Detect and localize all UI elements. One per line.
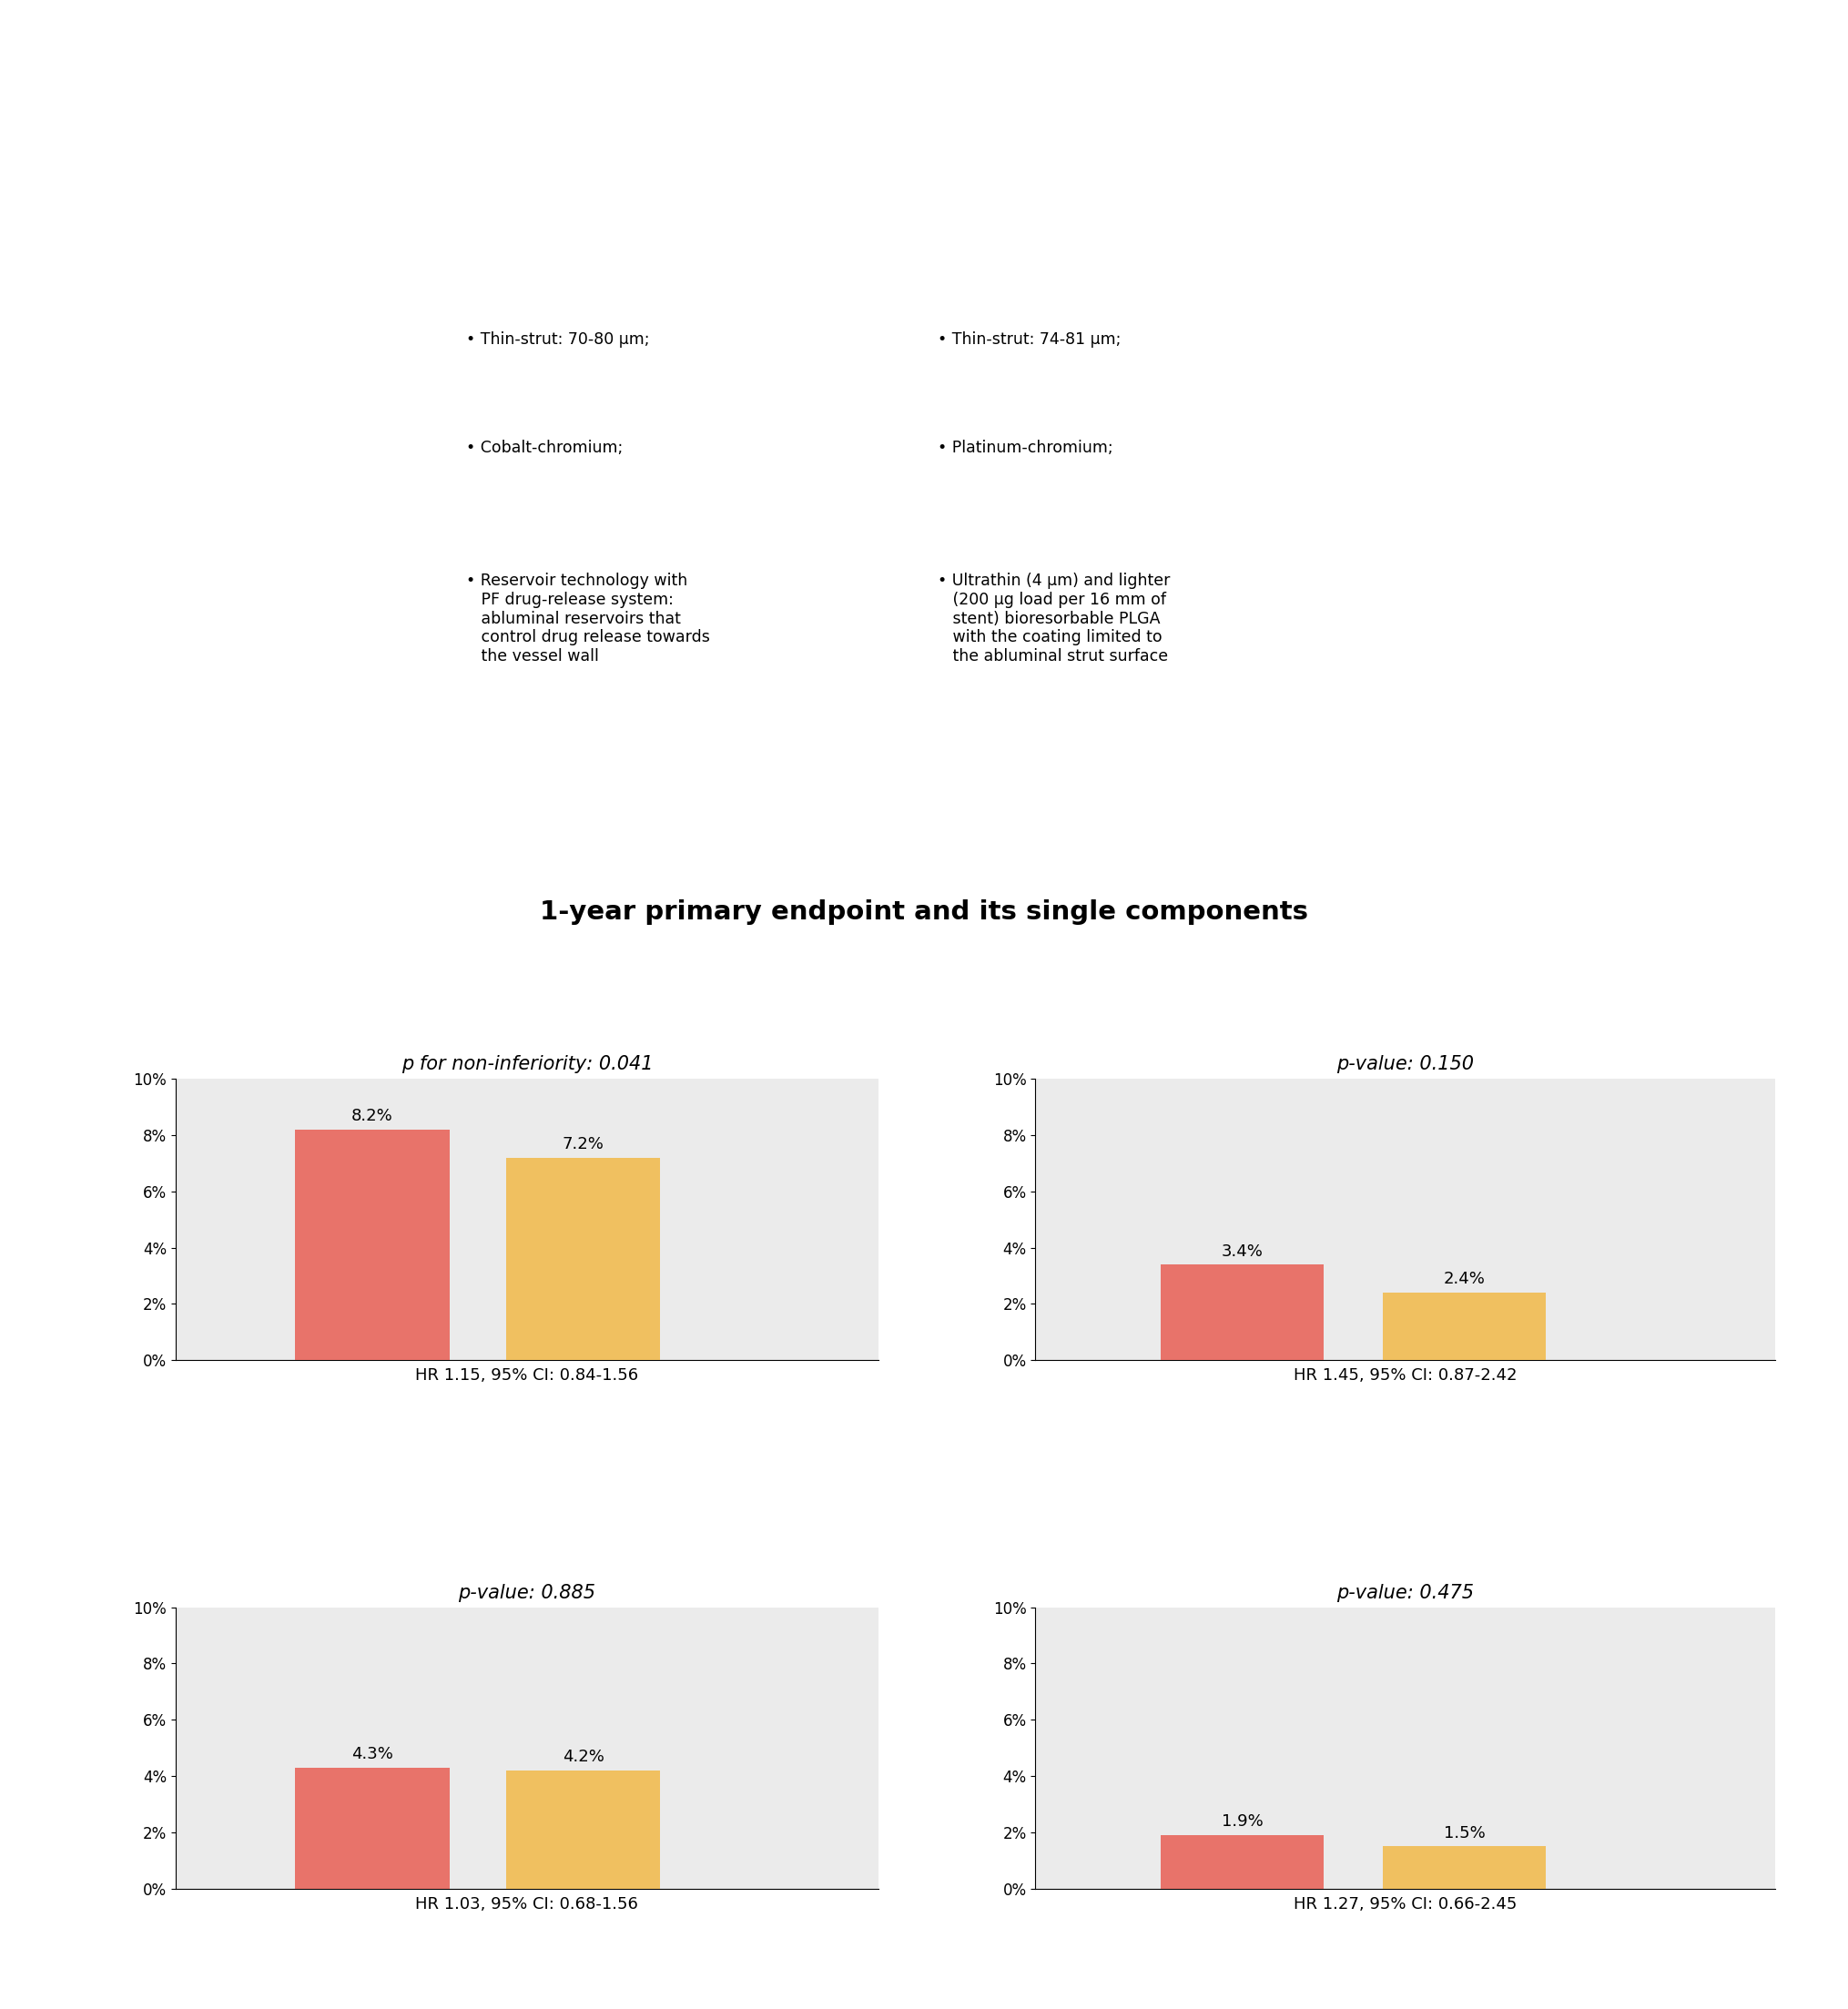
Text: Polymer-free AES: Polymer-free AES	[316, 58, 654, 92]
Title: p-value: 0.885: p-value: 0.885	[458, 1583, 595, 1601]
Text: Cardiovascular death: Cardiovascular death	[1203, 982, 1523, 1009]
Text: 7.2%: 7.2%	[562, 1137, 604, 1153]
Bar	[1382, 1292, 1545, 1360]
Text: • Thin-strut: 74-81 μm;: • Thin-strut: 74-81 μm;	[937, 331, 1120, 348]
Text: 1,513 lesions: 1,513 lesions	[381, 215, 590, 243]
Bar	[1382, 1846, 1545, 1888]
Text: Target vessel myocardial infarction: Target vessel myocardial infarction	[222, 1511, 748, 1537]
Text: 1,056 patients: 1,056 patients	[1266, 137, 1493, 163]
Bar	[1161, 1834, 1323, 1888]
Bar	[506, 1157, 660, 1360]
Title: p-value: 0.150: p-value: 0.150	[1336, 1055, 1473, 1073]
Text: Primary endpoint: DOCE: Primary endpoint: DOCE	[303, 982, 667, 1009]
Bar	[296, 1768, 449, 1888]
X-axis label: HR 1.45, 95% CI: 0.87-2.42: HR 1.45, 95% CI: 0.87-2.42	[1294, 1368, 1515, 1384]
Text: C: C	[107, 980, 129, 1011]
Bar	[1161, 1264, 1323, 1360]
Text: 4.3%: 4.3%	[351, 1746, 394, 1762]
Text: • Thin-strut: 70-80 μm;: • Thin-strut: 70-80 μm;	[466, 331, 649, 348]
Title: p-value: 0.475: p-value: 0.475	[1336, 1583, 1473, 1601]
Text: 1.9%: 1.9%	[1222, 1814, 1262, 1830]
Text: • Cobalt-chromium;: • Cobalt-chromium;	[466, 440, 623, 456]
Text: F: F	[968, 1509, 989, 1539]
Bar	[296, 1129, 449, 1360]
Text: Biodegradable-polymer EES: Biodegradable-polymer EES	[1112, 58, 1647, 92]
Text: 3.4%: 3.4%	[1222, 1244, 1262, 1260]
Bar	[506, 1770, 660, 1888]
Text: 1,529 lesions: 1,529 lesions	[1277, 215, 1484, 243]
Text: • Platinum-chromium;: • Platinum-chromium;	[937, 440, 1112, 456]
Text: 1,051 patients: 1,051 patients	[371, 137, 599, 163]
Text: • Ultrathin (4 μm) and lighter
   (200 μg load per 16 mm of
   stent) bioresorba: • Ultrathin (4 μm) and lighter (200 μg l…	[937, 573, 1170, 665]
Text: Clinically driven TLR: Clinically driven TLR	[1210, 1511, 1515, 1537]
Text: 8.2%: 8.2%	[351, 1109, 394, 1125]
Text: 1.5%: 1.5%	[1443, 1824, 1484, 1840]
Text: • Reservoir technology with
   PF drug-release system:
   abluminal reservoirs t: • Reservoir technology with PF drug-rele…	[466, 573, 710, 665]
Text: 2.4%: 2.4%	[1443, 1272, 1484, 1288]
Text: 1-year primary endpoint and its single components: 1-year primary endpoint and its single c…	[540, 900, 1308, 924]
Text: B: B	[976, 68, 1007, 106]
Text: D: D	[968, 980, 992, 1011]
X-axis label: HR 1.03, 95% CI: 0.68-1.56: HR 1.03, 95% CI: 0.68-1.56	[416, 1896, 638, 1913]
Text: A: A	[118, 68, 150, 106]
X-axis label: HR 1.15, 95% CI: 0.84-1.56: HR 1.15, 95% CI: 0.84-1.56	[416, 1368, 638, 1384]
X-axis label: HR 1.27, 95% CI: 0.66-2.45: HR 1.27, 95% CI: 0.66-2.45	[1294, 1896, 1515, 1913]
Text: E: E	[107, 1509, 128, 1539]
Title: p for non-inferiority: 0.041: p for non-inferiority: 0.041	[401, 1055, 652, 1073]
Text: 4.2%: 4.2%	[562, 1750, 604, 1766]
